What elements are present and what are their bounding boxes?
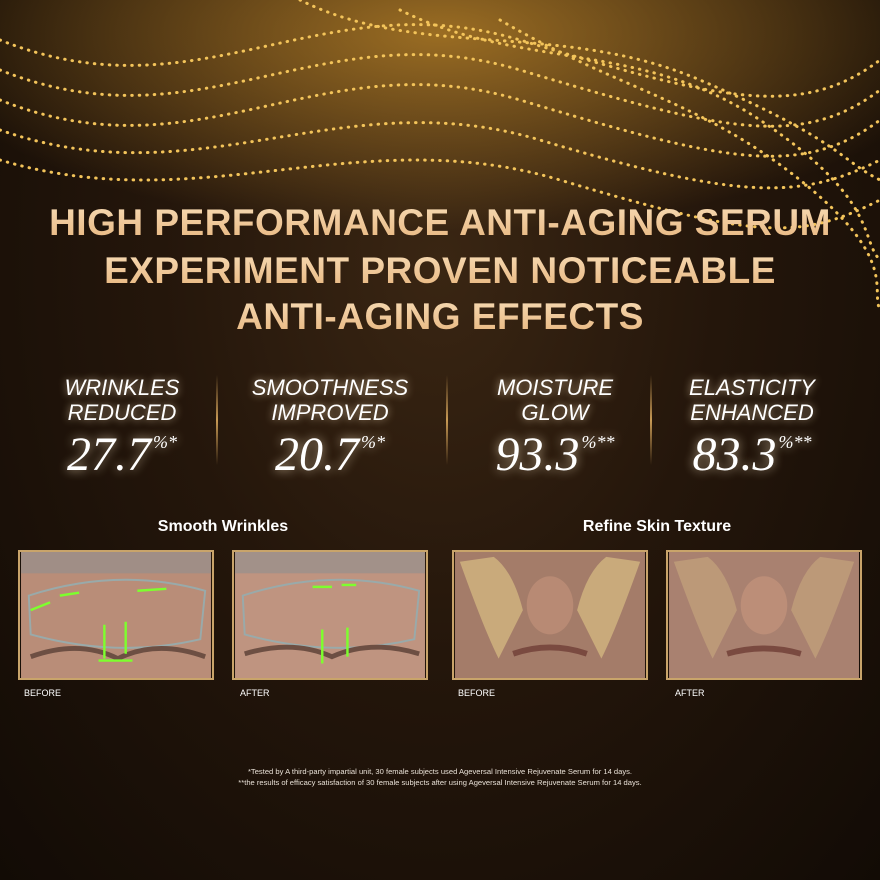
title-line: HIGH PERFORMANCE ANTI-AGING SERUM: [0, 202, 880, 244]
stat-label: ENHANCED: [690, 400, 814, 425]
title-line: EXPERIMENT PROVEN NOTICEABLE: [0, 250, 880, 292]
stat-label: IMPROVED: [271, 400, 389, 425]
separator: [216, 375, 218, 465]
stat-value: 27.7: [67, 428, 151, 481]
stat-label: ELASTICITY: [689, 375, 815, 400]
stat: ELASTICITY ENHANCED 83.3 %**: [652, 375, 852, 482]
footnote: **the results of efficacy satisfaction o…: [238, 778, 642, 787]
after-label: AFTER: [675, 688, 705, 698]
stat: SMOOTHNESS IMPROVED 20.7 %*: [230, 375, 430, 482]
before-label: BEFORE: [458, 688, 496, 698]
stat-value: 93.3: [495, 428, 580, 481]
stat-value: 20.7: [275, 428, 359, 481]
stat: MOISTURE GLOW 93.3 %**: [455, 375, 655, 482]
stat-label: GLOW: [521, 400, 589, 425]
after-photo: [232, 550, 428, 680]
comparison-title: Refine Skin Texture: [582, 518, 732, 535]
stat-suffix: %*: [153, 432, 177, 452]
stat-label: REDUCED: [67, 400, 177, 425]
stat-suffix: %**: [581, 432, 615, 452]
stat-suffix: %**: [778, 432, 812, 452]
stat-suffix: %*: [361, 432, 385, 452]
before-photo: [18, 550, 214, 680]
separator: [446, 375, 448, 465]
stat-value-row: 83.3 %**: [652, 427, 852, 482]
title-line: ANTI-AGING EFFECTS: [0, 296, 880, 338]
comparison-title: Smooth Wrinkles: [157, 518, 289, 535]
stat-value-row: 93.3 %**: [455, 427, 655, 482]
stat-label: MOISTURE: [496, 375, 614, 400]
stat-value-row: 27.7 %*: [22, 427, 222, 482]
stat-value-row: 20.7 %*: [230, 427, 430, 482]
before-label: BEFORE: [24, 688, 62, 698]
separator: [650, 375, 652, 465]
after-label: AFTER: [240, 688, 270, 698]
after-photo: [666, 550, 862, 680]
stat-value: 83.3: [692, 428, 777, 481]
stat-label: WRINKLES: [64, 375, 180, 400]
footnote: *Tested by A third-party impartial unit,…: [247, 767, 633, 776]
stat: WRINKLES REDUCED 27.7 %*: [22, 375, 222, 482]
stat-label: SMOOTHNESS: [251, 375, 409, 400]
before-photo: [452, 550, 648, 680]
